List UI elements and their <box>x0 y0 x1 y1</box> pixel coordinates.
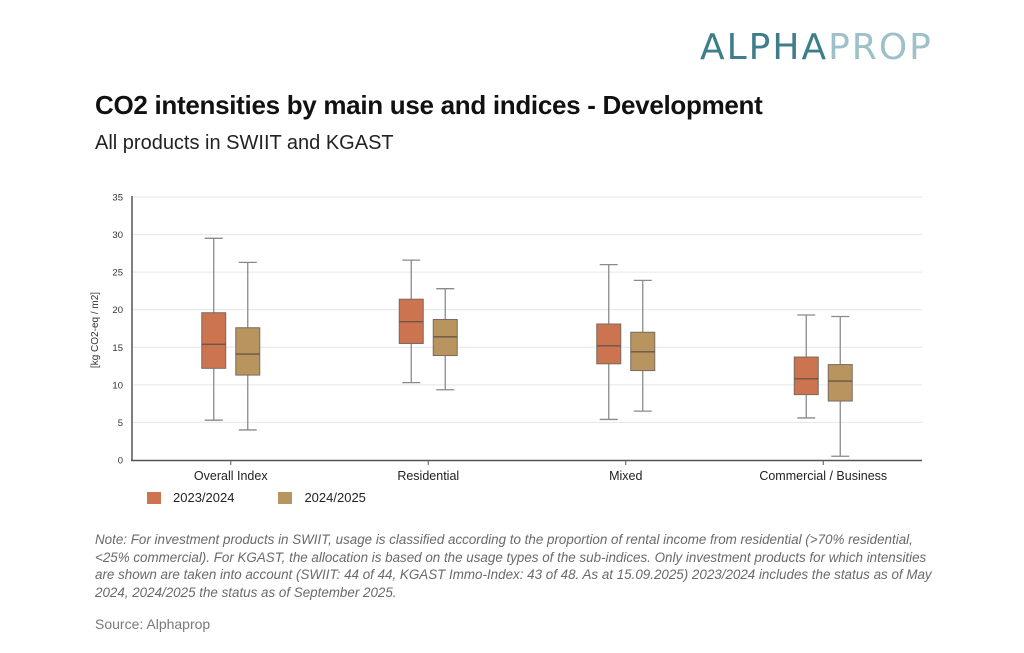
x-tick-label: Overall Index <box>194 469 268 483</box>
y-tick-label: 25 <box>112 268 123 279</box>
chart-subtitle: All products in SWIIT and KGAST <box>95 132 394 154</box>
y-axis-label: [kg CO2-eq / m2] <box>90 292 101 368</box>
box-2023-2024-mixed <box>596 263 622 421</box>
box-2023-2024-overall-index <box>201 237 227 421</box>
x-tick-label: Residential <box>397 469 459 483</box>
box-2023-2024-residential <box>398 259 424 384</box>
logo-part-alpha: ALPHA <box>700 27 829 68</box>
iqr-box <box>201 312 227 369</box>
legend-item-2024-2025[interactable]: 2024/2025 <box>278 490 366 505</box>
iqr-box <box>235 327 261 376</box>
iqr-box <box>432 318 458 357</box>
y-tick-label: 35 <box>112 193 123 204</box>
chart-legend: 2023/2024 2024/2025 <box>147 490 366 505</box>
x-tick-label: Mixed <box>609 469 642 483</box>
y-tick-label: 5 <box>118 418 123 429</box>
legend-item-2023-2024[interactable]: 2023/2024 <box>147 490 234 505</box>
box-2024-2025-overall-index <box>235 261 261 431</box>
y-tick-label: 15 <box>112 343 123 354</box>
iqr-box <box>793 356 819 396</box>
legend-label-2023-2024: 2023/2024 <box>173 490 235 505</box>
y-axis-ticks: 0 5 10 15 20 25 30 35 <box>112 193 123 467</box>
box-2024-2025-mixed <box>630 279 656 412</box>
legend-swatch-2023-2024 <box>147 491 161 504</box>
chart-title: CO2 intensities by main use and indices … <box>95 90 763 120</box>
legend-swatch-2024-2025 <box>278 491 293 504</box>
iqr-box <box>827 364 853 402</box>
y-tick-label: 20 <box>112 305 123 316</box>
box-2024-2025-residential <box>432 288 458 391</box>
y-tick-label: 30 <box>112 230 123 241</box>
x-tick-label: Commercial / Business <box>759 469 887 483</box>
legend-label-2024-2025: 2024/2025 <box>304 490 366 505</box>
iqr-box <box>596 323 622 365</box>
y-tick-label: 0 <box>118 456 123 467</box>
x-axis-ticks: Overall Index Residential Mixed Commercial … <box>194 461 887 483</box>
y-tick-label: 10 <box>112 380 123 391</box>
alphaprop-logo: ALPHAPROP <box>700 28 933 68</box>
box-series <box>201 237 853 457</box>
logo-part-prop: PROP <box>828 27 933 68</box>
box-2023-2024-commercial-business <box>793 314 819 419</box>
box-2024-2025-commercial-business <box>827 315 853 457</box>
footnote: Note: For investment products in SWIIT, … <box>95 532 932 600</box>
source-text: Source: Alphaprop <box>95 616 211 632</box>
gridlines <box>132 196 922 423</box>
